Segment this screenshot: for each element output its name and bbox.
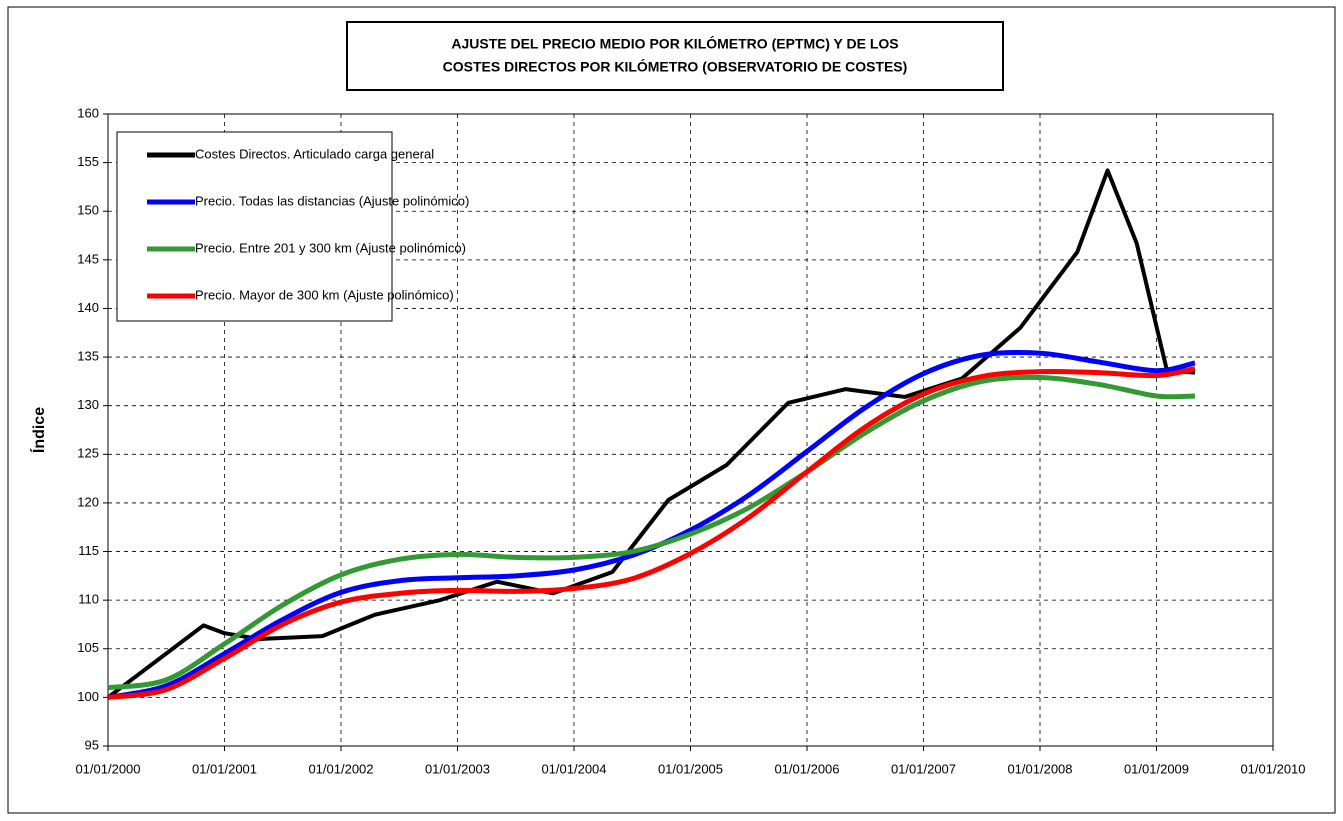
- y-tick-label: 115: [78, 543, 99, 558]
- legend-label: Costes Directos. Articulado carga genera…: [195, 146, 434, 161]
- y-tick-label: 135: [77, 349, 99, 364]
- x-tick-label: 01/01/2010: [1240, 761, 1305, 776]
- x-tick-label: 01/01/2001: [192, 761, 257, 776]
- title-box: [346, 21, 1004, 91]
- series-line: [107, 374, 1195, 691]
- y-tick-label: 110: [78, 592, 99, 607]
- y-tick-label: 150: [77, 203, 99, 218]
- x-tick-label: 01/01/2007: [891, 761, 956, 776]
- chart-title: COSTES DIRECTOS POR KILÓMETRO (OBSERVATO…: [443, 58, 908, 75]
- x-tick-label: 01/01/2009: [1124, 761, 1189, 776]
- chart-title: AJUSTE DEL PRECIO MEDIO POR KILÓMETRO (E…: [451, 35, 898, 52]
- legend-label: Precio. Todas las distancias (Ajuste pol…: [195, 193, 469, 208]
- y-tick-label: 140: [77, 300, 99, 315]
- x-tick-label: 01/01/2005: [658, 761, 723, 776]
- x-tick-label: 01/01/2000: [75, 761, 140, 776]
- y-tick-label: 130: [77, 397, 99, 412]
- y-tick-label: 125: [77, 446, 99, 461]
- x-tick-label: 01/01/2004: [541, 761, 606, 776]
- y-axis-label: Índice: [29, 407, 48, 453]
- legend-box: [116, 131, 393, 322]
- legend-label: Precio. Mayor de 300 km (Ajuste polinómi…: [195, 287, 454, 302]
- y-tick-label: 105: [77, 640, 99, 655]
- y-tick-label: 145: [77, 251, 99, 266]
- x-tick-label: 01/01/2002: [308, 761, 373, 776]
- y-tick-label: 95: [85, 737, 99, 752]
- y-tick-label: 160: [77, 105, 99, 120]
- legend-label: Precio. Entre 201 y 300 km (Ajuste polin…: [195, 240, 466, 255]
- y-tick-label: 155: [77, 154, 99, 169]
- x-tick-label: 01/01/2008: [1007, 761, 1072, 776]
- y-tick-label: 100: [77, 689, 99, 704]
- series-line: [106, 168, 1196, 699]
- y-tick-label: 120: [77, 494, 99, 509]
- x-tick-label: 01/01/2006: [774, 761, 839, 776]
- x-tick-label: 01/01/2003: [425, 761, 490, 776]
- series-line: [107, 366, 1196, 700]
